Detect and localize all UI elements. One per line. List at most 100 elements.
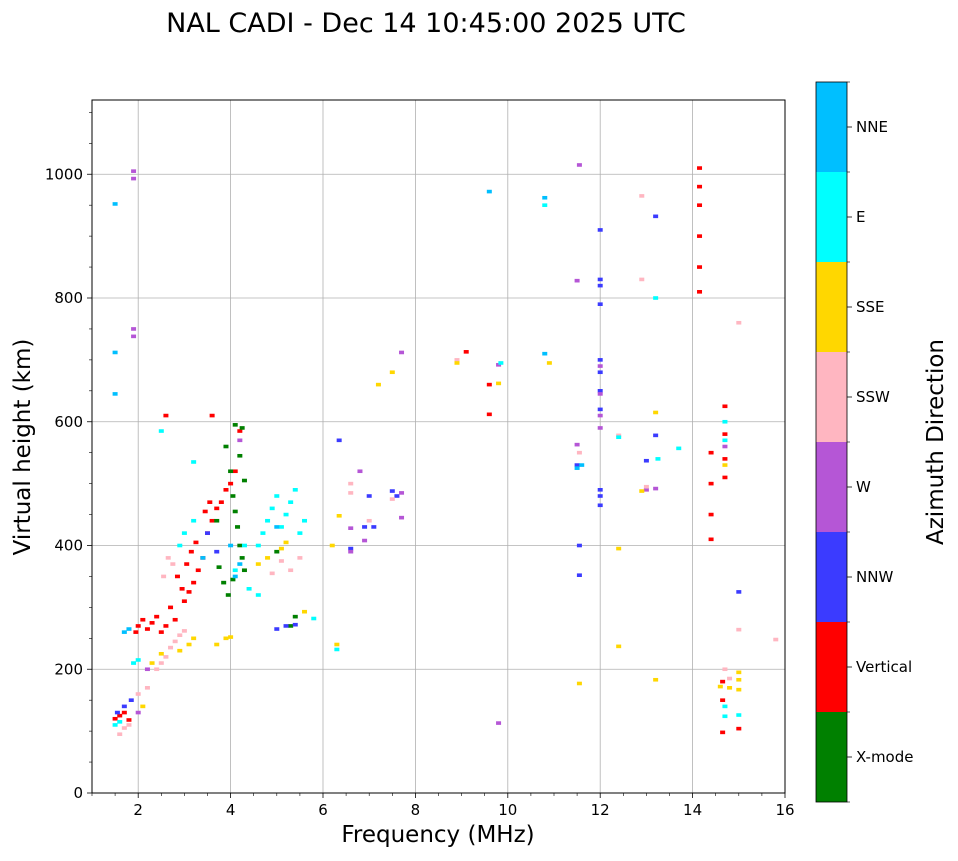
colorbar-segment bbox=[816, 352, 847, 442]
marker-e bbox=[255, 593, 261, 597]
marker-ssw bbox=[576, 450, 582, 455]
marker-w bbox=[131, 176, 137, 181]
marker-vertical bbox=[232, 469, 238, 474]
marker-x-mode bbox=[241, 568, 247, 573]
marker-w bbox=[496, 721, 502, 725]
marker-vertical bbox=[209, 413, 215, 418]
marker-w bbox=[643, 488, 649, 492]
marker-ssw bbox=[163, 655, 169, 659]
marker-vertical bbox=[179, 587, 185, 591]
marker-x-mode bbox=[221, 580, 227, 585]
marker-nnw bbox=[389, 489, 395, 493]
y-tick-label: 0 bbox=[73, 784, 83, 802]
x-tick-label: 6 bbox=[318, 801, 328, 819]
grid-lines bbox=[92, 100, 785, 794]
marker-nnw bbox=[597, 358, 603, 362]
marker-nne bbox=[112, 350, 118, 355]
marker-e bbox=[117, 720, 123, 724]
marker-sse bbox=[722, 463, 728, 467]
marker-vertical bbox=[126, 718, 132, 722]
marker-sse bbox=[265, 556, 271, 560]
marker-vertical bbox=[140, 617, 146, 622]
marker-sse bbox=[191, 636, 197, 641]
marker-x-mode bbox=[288, 624, 294, 628]
marker-nnw bbox=[366, 494, 372, 498]
marker-nnw bbox=[283, 624, 289, 628]
marker-vertical bbox=[202, 509, 208, 514]
marker-vertical bbox=[112, 716, 118, 721]
marker-ssw bbox=[639, 277, 645, 282]
marker-e bbox=[736, 713, 742, 717]
marker-nne bbox=[112, 202, 118, 206]
colorbar-segment bbox=[816, 442, 847, 532]
marker-vertical bbox=[708, 512, 714, 517]
marker-sse bbox=[223, 636, 229, 641]
marker-sse bbox=[736, 687, 742, 692]
marker-nnw bbox=[736, 590, 742, 594]
marker-ssw bbox=[773, 637, 779, 642]
marker-e bbox=[191, 460, 197, 464]
marker-nnw bbox=[597, 370, 603, 375]
marker-vertical bbox=[188, 549, 194, 554]
marker-w bbox=[131, 334, 137, 339]
marker-e bbox=[112, 723, 118, 727]
marker-vertical bbox=[697, 265, 703, 269]
marker-nne bbox=[237, 562, 243, 566]
marker-sse bbox=[140, 704, 146, 709]
colorbar-segment bbox=[816, 262, 847, 352]
marker-e bbox=[278, 525, 284, 529]
marker-e bbox=[288, 500, 294, 504]
marker-nne bbox=[126, 627, 132, 631]
marker-x-mode bbox=[292, 614, 298, 619]
marker-ssw bbox=[170, 562, 176, 566]
marker-e bbox=[297, 531, 303, 535]
marker-ssw bbox=[154, 667, 160, 672]
marker-ssw bbox=[288, 568, 294, 573]
colorbar-border bbox=[815, 81, 848, 803]
marker-vertical bbox=[697, 290, 703, 294]
marker-vertical bbox=[158, 630, 164, 634]
marker-ssw bbox=[616, 433, 622, 438]
marker-x-mode bbox=[232, 423, 238, 427]
marker-vertical bbox=[163, 624, 169, 628]
marker-nnw bbox=[214, 549, 220, 554]
marker-sse bbox=[653, 677, 659, 682]
marker-e bbox=[334, 647, 340, 652]
marker-nnw bbox=[394, 494, 400, 498]
marker-e bbox=[274, 494, 280, 498]
marker-x-mode bbox=[241, 478, 247, 483]
marker-e bbox=[131, 661, 137, 665]
marker-nnw bbox=[643, 458, 649, 463]
marker-ssw bbox=[117, 732, 123, 737]
marker-sse bbox=[329, 543, 335, 548]
marker-e bbox=[246, 587, 252, 591]
marker-nne bbox=[542, 195, 548, 200]
marker-sse bbox=[149, 661, 155, 665]
marker-sse bbox=[717, 684, 723, 689]
marker-w bbox=[576, 163, 582, 167]
marker-sse bbox=[389, 370, 395, 375]
marker-ssw bbox=[177, 633, 183, 638]
y-tick-label: 1000 bbox=[45, 165, 83, 183]
x-tick-label: 14 bbox=[683, 801, 702, 819]
marker-nne bbox=[112, 392, 118, 396]
marker-ssw bbox=[736, 627, 742, 632]
marker-w bbox=[597, 413, 603, 418]
marker-e bbox=[292, 488, 298, 492]
marker-ssw bbox=[297, 556, 303, 560]
marker-sse bbox=[255, 562, 261, 566]
marker-x-mode bbox=[239, 556, 245, 560]
marker-sse bbox=[727, 686, 733, 690]
marker-nnw bbox=[121, 704, 127, 709]
colorbar-segment bbox=[816, 172, 847, 262]
marker-w bbox=[131, 327, 137, 331]
marker-w bbox=[348, 526, 354, 530]
marker-vertical bbox=[722, 457, 728, 461]
marker-nnw bbox=[292, 622, 298, 627]
marker-vertical bbox=[149, 621, 155, 625]
marker-e bbox=[722, 714, 728, 719]
marker-sse bbox=[334, 642, 340, 647]
marker-ssw bbox=[639, 194, 645, 198]
marker-sse bbox=[454, 361, 460, 365]
y-axis: 0 200 400 600 800 1000 bbox=[45, 112, 92, 802]
